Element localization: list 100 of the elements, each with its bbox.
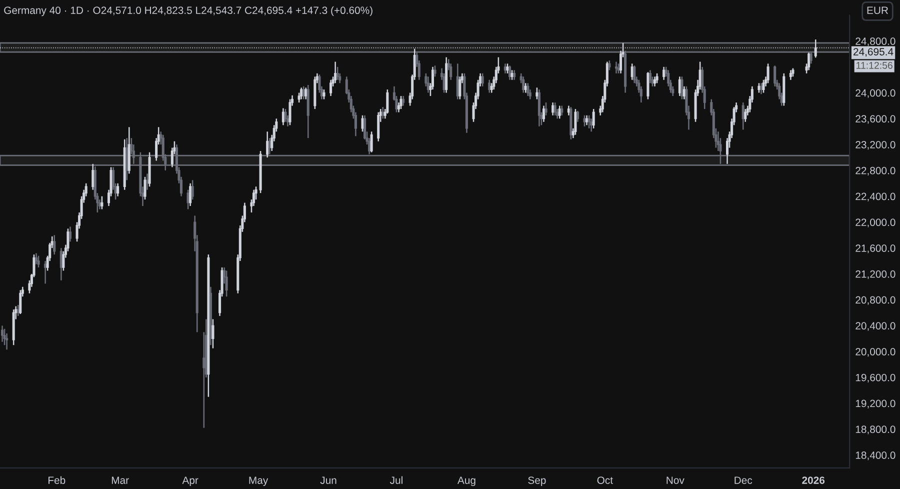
candlestick [3,328,6,346]
candlestick [544,102,548,116]
candlestick [450,63,452,80]
candlestick [400,95,402,110]
candlestick [538,88,540,128]
y-tick-label: 24,000.0 [856,89,896,98]
x-tick-label: Aug [457,476,476,486]
x-tick-label: Jul [390,476,402,484]
candlestick [554,102,556,116]
candlestick [508,64,512,80]
candlestick [386,88,389,114]
candlestick [284,108,287,123]
candlestick [189,182,192,207]
candlestick [536,86,538,100]
candlestick [488,79,491,94]
candlestick [646,71,650,100]
y-tick-label: 20,400.0 [856,322,896,331]
y-tick-label: 18,800.0 [856,426,896,434]
chart-title: Germany 40 · 1D · O24,571.0 H24,823.5 L24,543.7 C24,695.4 +147.3 (+0.60%) [4,6,372,16]
candlestick [225,270,228,298]
y-tick-label: 22,800.0 [856,166,896,176]
candlestick [382,106,384,120]
candlestick [6,332,8,350]
x-tick-label: Dec [734,476,752,484]
candlestick [758,82,760,94]
candlestick [583,114,586,128]
candlestick [434,64,436,78]
y-tick-label: 23,200.0 [856,141,896,150]
x-tick-label: Nov [666,476,684,484]
candlestick [19,289,22,315]
candlestick [542,105,546,123]
candlestick [617,63,620,74]
candlestick [560,105,564,116]
candlestick [330,79,332,97]
candlestick [266,130,269,158]
candlestick [44,260,47,284]
candlestick [334,61,337,84]
y-tick-label: 22,000.0 [856,218,896,228]
candlestick [191,179,194,200]
candlestick [126,137,128,181]
candlestick [653,76,656,87]
candlestick [402,95,405,106]
candlestick [766,63,770,84]
x-tick-label: Feb [48,476,66,484]
ref-line-label: 24,695.4 [854,48,894,57]
candlestick [774,64,776,87]
x-tick-label: Oct [597,476,613,484]
candlestick [361,114,364,132]
text: 11:12:56 [856,62,892,69]
candlestick [53,234,56,256]
candlestick [426,76,430,94]
candlestick [588,114,590,129]
y-tick-label: 18,400.0 [856,452,896,460]
y-tick-label: 20,000.0 [856,348,896,357]
candlestick [322,88,326,100]
candlestick [68,226,72,242]
candlestick [789,70,792,80]
candlestick [552,102,554,116]
candlestick [300,86,303,100]
y-tick-label: 19,600.0 [856,374,896,383]
candlestick [526,82,530,97]
candlestick [590,118,593,132]
candlestick [144,176,146,200]
x-tick-label: 2026 [802,476,825,484]
y-tick-label: 20,800.0 [856,296,896,305]
y-tick-label: 24,800.0 [856,38,896,46]
candlestick [648,70,652,84]
candlestick [288,98,292,126]
candlestick [336,66,339,80]
candlestick [481,72,484,87]
candlestick [37,255,40,268]
y-tick-label: 22,400.0 [856,192,896,202]
candlestick [377,112,380,142]
candlestick [744,108,747,123]
candlestick [586,114,588,126]
candlestick [656,72,658,84]
candlestick [146,173,149,190]
candlestick [808,52,810,71]
candlestick [212,318,214,349]
text: EUR [867,6,888,14]
candlestick [662,66,666,80]
candlestick [558,105,561,120]
candlestick [116,182,120,197]
candlestick [506,63,509,74]
candlestick [680,76,684,100]
candlestick [614,61,618,74]
x-tick-label: Jun [320,476,336,484]
candlestick [576,110,579,123]
x-tick-label: May [249,476,268,486]
candlestick [100,196,104,210]
y-tick-label: 23,600.0 [856,115,896,124]
candlestick [0,325,4,342]
candlestick [304,86,308,100]
y-tick-label: 21,200.0 [856,270,896,280]
candlestick [633,64,636,84]
y-tick-label: 19,200.0 [856,400,896,408]
candlestick [92,163,94,190]
y-tick-label: 21,600.0 [856,244,896,254]
candlestick [608,60,611,71]
candlestick [458,76,462,100]
